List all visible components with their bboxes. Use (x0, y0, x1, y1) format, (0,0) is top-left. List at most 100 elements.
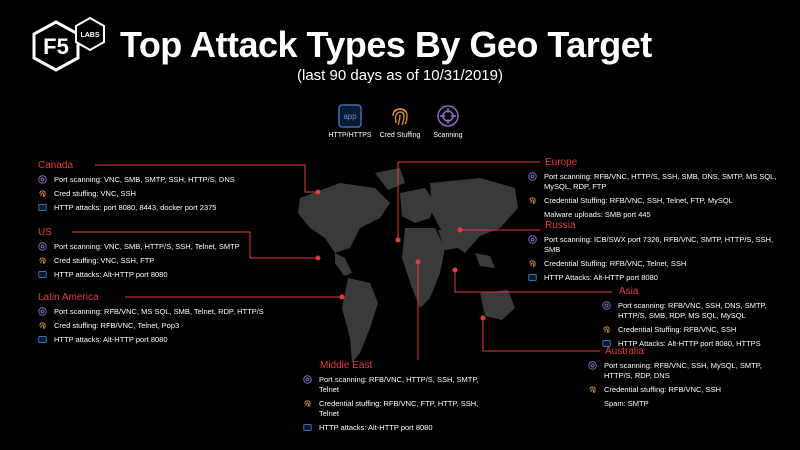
legend-item-http: app HTTP/HTTPS (320, 104, 380, 139)
attack-row: HTTP attacks: port 8080, 8443, docker po… (38, 203, 300, 213)
region-rows: Port scanning: RFB/VNC, HTTP/S, SSH, SMB… (528, 172, 790, 220)
region-russia: Russia Port scanning: ICB/SWX port 7326,… (528, 220, 790, 287)
attack-row: Port scanning: RFB/VNC, HTTP/S, SSH, SMB… (528, 172, 790, 192)
region-rows: Port scanning: RFB/VNC, HTTP/S, SSH, SMT… (303, 375, 483, 433)
attack-row: Port scanning: RFB/VNC, SSH, MySQL, SMTP… (588, 361, 788, 381)
attack-row-text: Cred stuffing: VNC, SSH (54, 189, 136, 198)
legend-label-http: HTTP/HTTPS (328, 132, 372, 139)
region-rows: Port scanning: RFB/VNC, SSH, MySQL, SMTP… (588, 361, 788, 409)
region-rows: Port scanning: VNC, SMB, SMTP, SSH, HTTP… (38, 175, 300, 213)
blank-icon (588, 399, 597, 408)
crosshair-icon (38, 242, 47, 251)
attack-row-text: Spam: SMTP (604, 399, 649, 408)
attack-row: Malware uploads: SMB port 445 (528, 210, 790, 220)
region-middle-east: Middle East Port scanning: RFB/VNC, HTTP… (303, 360, 483, 437)
attack-row: Port scanning: VNC, SMB, HTTP/S, SSH, Te… (38, 242, 250, 252)
fingerprint-icon (528, 259, 537, 268)
attack-row-text: Port scanning: RFB/VNC, MS SQL, SMB, Tel… (54, 307, 264, 316)
attack-row-text: Port scanning: RFB/VNC, HTTP/S, SSH, SMB… (544, 172, 777, 191)
attack-row-text: Cred stuffing: VNC, SSH, FTP (54, 256, 155, 265)
attack-row-text: HTTP attacks: Alt-HTTP port 8080 (319, 423, 433, 432)
fingerprint-icon (602, 325, 611, 334)
region-us: US Port scanning: VNC, SMB, HTTP/S, SSH,… (38, 227, 250, 284)
attack-row-text: Malware uploads: SMB port 445 (544, 210, 651, 219)
attack-row-text: HTTP attacks: Alt-HTTP port 8080 (54, 270, 168, 279)
attack-row-text: Cred stuffing: RFB/VNC, Telnet, Pop3 (54, 321, 180, 330)
fingerprint-icon (388, 104, 412, 128)
attack-row: Port scanning: RFB/VNC, MS SQL, SMB, Tel… (38, 307, 308, 317)
logo-labs-text: LABS (80, 32, 99, 39)
region-rows: Port scanning: VNC, SMB, HTTP/S, SSH, Te… (38, 242, 250, 280)
crosshair-icon (436, 104, 460, 128)
region-name: Canada (38, 160, 74, 171)
fingerprint-icon (38, 256, 47, 265)
region-name: Asia (619, 286, 639, 297)
region-latam: Latin America Port scanning: RFB/VNC, MS… (38, 292, 308, 349)
region-europe: Europe Port scanning: RFB/VNC, HTTP/S, S… (528, 157, 790, 224)
attack-row-text: Port scanning: RFB/VNC, HTTP/S, SSH, SMT… (319, 375, 479, 394)
region-rows: Port scanning: RFB/VNC, SSH, DNS, SMTP, … (602, 301, 790, 349)
blank-icon (528, 210, 537, 219)
attack-row-text: Credential Stuffing: RFB/VNC, Telnet, SS… (544, 259, 687, 268)
attack-row: HTTP Attacks: Alt-HTTP port 8080, HTTPS (602, 339, 790, 349)
app-icon: app (338, 104, 362, 128)
attack-row-text: HTTP Attacks: Alt-HTTP port 8080 (544, 273, 658, 282)
crosshair-icon (38, 307, 47, 316)
app-icon (38, 270, 47, 279)
attack-row-text: Port scanning: RFB/VNC, SSH, MySQL, SMTP… (604, 361, 762, 380)
attack-row-text: Credential Stuffing: RFB/VNC, SSH, Telne… (544, 196, 733, 205)
app-icon (38, 203, 47, 212)
attack-row: Spam: SMTP (588, 399, 788, 409)
attack-row-text: Credential stuffing: RFB/VNC, SSH (604, 385, 721, 394)
attack-row: Credential Stuffing: RFB/VNC, SSH, Telne… (528, 196, 790, 206)
attack-row: Credential Stuffing: RFB/VNC, SSH (602, 325, 790, 335)
attack-row: HTTP attacks: Alt-HTTP port 8080 (303, 423, 483, 433)
region-rows: Port scanning: ICB/SWX port 7326, RFB/VN… (528, 235, 790, 283)
attack-row-text: HTTP Attacks: Alt-HTTP port 8080, HTTPS (618, 339, 761, 348)
attack-row: Credential stuffing: RFB/VNC, SSH (588, 385, 788, 395)
attack-row-text: Port scanning: RFB/VNC, SSH, DNS, SMTP, … (618, 301, 767, 320)
svg-text:app: app (343, 112, 357, 121)
region-name: Latin America (38, 292, 99, 303)
f5-labs-logo: F5 LABS (22, 16, 114, 76)
attack-row: HTTP attacks: Alt-HTTP port 8080 (38, 335, 308, 345)
attack-row: Port scanning: RFB/VNC, SSH, DNS, SMTP, … (602, 301, 790, 321)
logo-f5-text: F5 (43, 34, 69, 59)
attack-row-text: HTTP attacks: port 8080, 8443, docker po… (54, 203, 217, 212)
region-name: Europe (545, 157, 578, 168)
app-icon (602, 339, 611, 348)
crosshair-icon (38, 175, 47, 184)
attack-row-text: HTTP attacks: Alt-HTTP port 8080 (54, 335, 168, 344)
attack-row: Cred stuffing: VNC, SSH (38, 189, 300, 199)
region-canada: Canada Port scanning: VNC, SMB, SMTP, SS… (38, 160, 300, 217)
attack-row: Cred stuffing: RFB/VNC, Telnet, Pop3 (38, 321, 308, 331)
region-name: Middle East (320, 360, 373, 371)
attack-row: HTTP Attacks: Alt-HTTP port 8080 (528, 273, 790, 283)
attack-row: Credential Stuffing: RFB/VNC, Telnet, SS… (528, 259, 790, 269)
page-subtitle: (last 90 days as of 10/31/2019) (297, 67, 503, 84)
legend-label-scan: Scanning (433, 132, 463, 139)
attack-row: Port scanning: RFB/VNC, HTTP/S, SSH, SMT… (303, 375, 483, 395)
region-australia: Australia Port scanning: RFB/VNC, SSH, M… (588, 346, 788, 413)
crosshair-icon (528, 172, 537, 181)
attack-row: Credential stuffing: RFB/VNC, FTP, HTTP,… (303, 399, 483, 419)
region-name: US (38, 227, 52, 238)
crosshair-icon (303, 375, 312, 384)
fingerprint-icon (528, 196, 537, 205)
fingerprint-icon (303, 399, 312, 408)
region-asia: Asia Port scanning: RFB/VNC, SSH, DNS, S… (602, 286, 790, 353)
attack-row-text: Port scanning: ICB/SWX port 7326, RFB/VN… (544, 235, 774, 254)
crosshair-icon (588, 361, 597, 370)
legend-item-cred: Cred Stuffing (370, 104, 430, 139)
attack-row-text: Port scanning: VNC, SMB, HTTP/S, SSH, Te… (54, 242, 240, 251)
app-icon (528, 273, 537, 282)
crosshair-icon (602, 301, 611, 310)
attack-row: Cred stuffing: VNC, SSH, FTP (38, 256, 250, 266)
region-rows: Port scanning: RFB/VNC, MS SQL, SMB, Tel… (38, 307, 308, 345)
fingerprint-icon (38, 189, 47, 198)
attack-row: Port scanning: ICB/SWX port 7326, RFB/VN… (528, 235, 790, 255)
app-icon (303, 423, 312, 432)
legend-label-cred: Cred Stuffing (379, 132, 421, 139)
fingerprint-icon (38, 321, 47, 330)
crosshair-icon (528, 235, 537, 244)
